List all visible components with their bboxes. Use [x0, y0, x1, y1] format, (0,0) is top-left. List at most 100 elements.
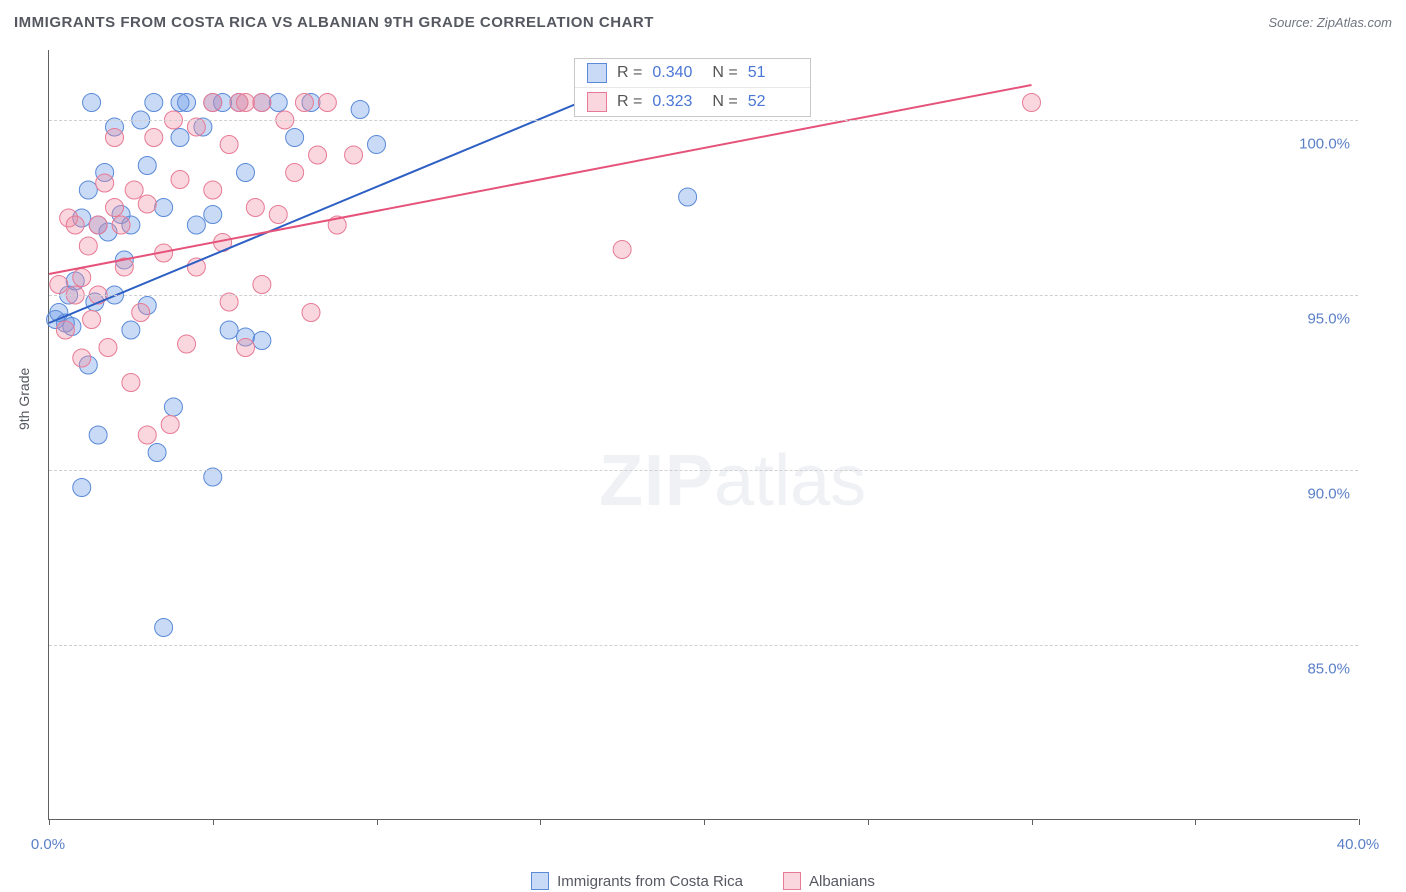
- scatter-point: [237, 164, 255, 182]
- legend-item: Albanians: [783, 872, 875, 890]
- scatter-point: [132, 304, 150, 322]
- n-label: N =: [712, 64, 737, 82]
- scatter-point: [286, 129, 304, 147]
- r-value: 0.340: [652, 64, 702, 82]
- legend-label: Albanians: [809, 873, 875, 890]
- legend-label: Immigrants from Costa Rica: [557, 873, 743, 890]
- scatter-point: [96, 174, 114, 192]
- scatter-point: [309, 146, 327, 164]
- correlation-legend: R =0.340N =51R =0.323N =52: [574, 58, 811, 117]
- scatter-point: [83, 311, 101, 329]
- scatter-point: [89, 216, 107, 234]
- x-tick-mark: [868, 819, 869, 825]
- scatter-point: [204, 181, 222, 199]
- legend-swatch: [783, 872, 801, 890]
- scatter-point: [148, 444, 166, 462]
- scatter-point: [171, 129, 189, 147]
- gridline: [49, 470, 1358, 471]
- x-tick-mark: [377, 819, 378, 825]
- n-label: N =: [712, 93, 737, 111]
- legend-swatch: [587, 63, 607, 83]
- gridline: [49, 120, 1358, 121]
- scatter-point: [253, 94, 271, 112]
- scatter-point: [79, 237, 97, 255]
- scatter-point: [73, 349, 91, 367]
- chart-source: Source: ZipAtlas.com: [1268, 15, 1392, 30]
- scatter-point: [368, 136, 386, 154]
- scatter-point: [73, 269, 91, 287]
- scatter-point: [138, 426, 156, 444]
- scatter-point: [246, 199, 264, 217]
- scatter-point: [66, 216, 84, 234]
- chart-title: IMMIGRANTS FROM COSTA RICA VS ALBANIAN 9…: [14, 14, 654, 31]
- scatter-point: [220, 321, 238, 339]
- scatter-point: [145, 94, 163, 112]
- scatter-point: [286, 164, 304, 182]
- scatter-point: [237, 339, 255, 357]
- scatter-point: [295, 94, 313, 112]
- scatter-point: [122, 374, 140, 392]
- n-value: 51: [748, 64, 798, 82]
- y-tick-label: 90.0%: [1307, 486, 1350, 503]
- x-tick-mark: [1195, 819, 1196, 825]
- scatter-point: [187, 216, 205, 234]
- scatter-point: [253, 332, 271, 350]
- scatter-point: [83, 94, 101, 112]
- y-tick-label: 95.0%: [1307, 311, 1350, 328]
- trend-line: [49, 85, 1032, 274]
- scatter-point: [89, 426, 107, 444]
- scatter-point: [345, 146, 363, 164]
- scatter-point: [138, 195, 156, 213]
- x-tick-mark: [1032, 819, 1033, 825]
- scatter-point: [112, 216, 130, 234]
- chart-svg: [49, 50, 1358, 819]
- scatter-point: [125, 181, 143, 199]
- y-axis-label: 9th Grade: [16, 368, 32, 430]
- legend-swatch: [587, 92, 607, 112]
- scatter-point: [50, 276, 68, 294]
- scatter-point: [679, 188, 697, 206]
- x-tick-label: 40.0%: [1337, 836, 1380, 853]
- scatter-point: [155, 199, 173, 217]
- n-value: 52: [748, 93, 798, 111]
- scatter-point: [178, 335, 196, 353]
- y-tick-label: 85.0%: [1307, 661, 1350, 678]
- gridline: [49, 295, 1358, 296]
- legend-item: Immigrants from Costa Rica: [531, 872, 743, 890]
- scatter-point: [73, 479, 91, 497]
- scatter-point: [164, 398, 182, 416]
- scatter-point: [145, 129, 163, 147]
- gridline: [49, 645, 1358, 646]
- legend-row: R =0.340N =51: [575, 59, 810, 87]
- scatter-point: [351, 101, 369, 119]
- legend-swatch: [531, 872, 549, 890]
- scatter-point: [220, 136, 238, 154]
- x-tick-mark: [213, 819, 214, 825]
- x-tick-label: 0.0%: [31, 836, 65, 853]
- x-tick-mark: [704, 819, 705, 825]
- scatter-point: [204, 94, 222, 112]
- r-label: R =: [617, 93, 642, 111]
- scatter-point: [106, 199, 124, 217]
- r-value: 0.323: [652, 93, 702, 111]
- plot-area: ZIPatlas R =0.340N =51R =0.323N =52 85.0…: [48, 50, 1358, 820]
- scatter-point: [122, 321, 140, 339]
- scatter-point: [99, 339, 117, 357]
- scatter-point: [269, 206, 287, 224]
- scatter-point: [178, 94, 196, 112]
- scatter-point: [1023, 94, 1041, 112]
- scatter-point: [269, 94, 287, 112]
- scatter-point: [171, 171, 189, 189]
- y-tick-label: 100.0%: [1299, 136, 1350, 153]
- scatter-point: [155, 619, 173, 637]
- x-tick-mark: [49, 819, 50, 825]
- scatter-point: [56, 321, 74, 339]
- scatter-point: [204, 206, 222, 224]
- scatter-point: [79, 181, 97, 199]
- scatter-point: [161, 416, 179, 434]
- series-legend: Immigrants from Costa Rica Albanians: [0, 872, 1406, 890]
- chart-header: IMMIGRANTS FROM COSTA RICA VS ALBANIAN 9…: [0, 0, 1406, 44]
- scatter-point: [106, 129, 124, 147]
- x-tick-mark: [1359, 819, 1360, 825]
- scatter-point: [138, 157, 156, 175]
